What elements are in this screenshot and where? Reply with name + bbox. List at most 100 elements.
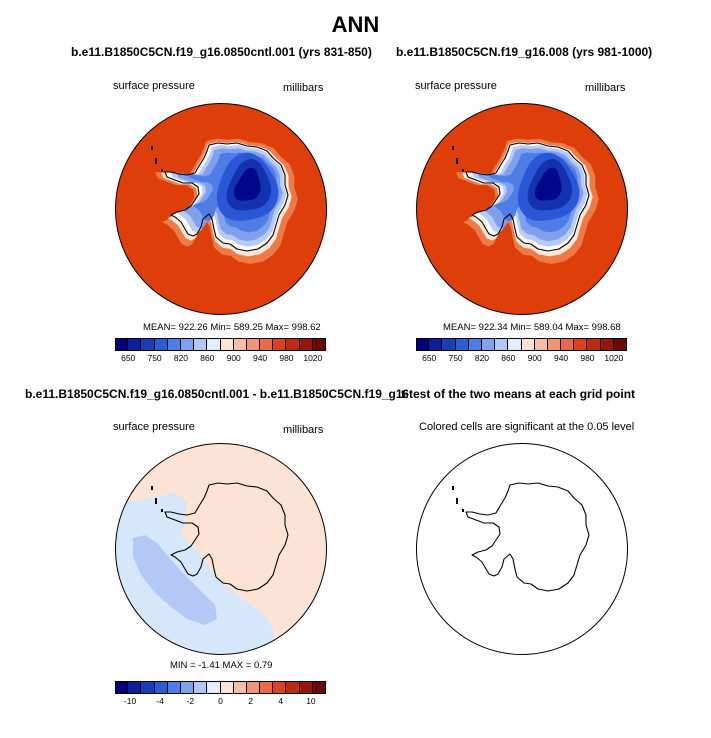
panel-1-stats: MEAN= 922.26 Min= 589.25 Max= 998.62 [143,322,321,333]
figure-title: ANN [331,12,380,37]
pressure-band-l6 [234,167,261,201]
colorbar-2-color-box [521,338,535,351]
colorbar-2-frame [416,338,627,351]
colorbar-3-color-box [194,681,208,694]
colorbar-2-color-box [442,338,456,351]
colorbar-1-color-box [167,338,181,351]
colorbar-2-color-box [587,338,601,351]
map-boundary [416,103,628,315]
colorbar-2-tick-label: 980 [580,353,595,363]
panel-2-map [416,103,628,315]
colorbar-3-color-box [220,681,234,694]
colorbar-2-tick-label: 860 [501,353,516,363]
diff-negative-core [133,535,217,625]
colorbar-1-color-box [115,338,129,351]
colorbar-3-frame [115,681,326,694]
colorbar-3-tick-label: 10 [306,696,316,706]
island-mark [161,509,163,512]
panel-2-units-label: millibars [585,82,626,94]
map-boundary [115,103,327,315]
colorbar-3-color-box [154,681,168,694]
colorbar-1-color-box [246,338,261,351]
colorbar-2-color-box [455,338,469,351]
colorbar-3-color-box [273,681,287,694]
colorbar-2-tick-label: 750 [448,353,463,363]
panel-3-title: b.e11.B1850C5CN.f19_g16.0850cntl.001 - b… [25,387,408,401]
island-mark [452,146,454,150]
panel-3-units-label: millibars [283,424,324,436]
colorbar-1-tick-label: 860 [200,353,215,363]
panel-4-subtitle: Colored cells are significant at the 0.0… [419,421,635,433]
colorbar-3-tick-label: 2 [248,696,254,706]
colorbar-1-frame [115,338,326,351]
colorbar-1-tick-label: 750 [147,353,162,363]
colorbar-3-tick-label: -2 [186,696,195,706]
colorbar-3-tick-label: 4 [278,696,284,706]
island-mark [151,146,153,150]
colorbar-2-color-box [600,338,614,351]
island-mark [456,158,458,164]
panel-4-map [416,443,628,655]
colorbar-1-color-box [141,338,155,351]
colorbar-3-tick-label: 0 [218,696,223,706]
colorbar-2-tick-label: 940 [553,353,569,363]
island-mark [151,486,153,490]
colorbar-1-tick-label: 980 [279,353,294,363]
colorbar-1-color-box [220,338,234,351]
colorbar-1-tick-label: 650 [121,353,136,363]
colorbar-3-color-box [299,681,313,694]
island-mark [161,169,163,172]
colorbar-2-color-box [495,338,509,351]
colorbar-2-tick-label: 1020 [604,353,624,363]
colorbar-3-color-box [246,681,261,694]
colorbar-1-tick-label: 900 [226,353,241,363]
colorbar-2-color-box [429,338,443,351]
colorbar-1-color-box [260,338,274,351]
colorbar-1-tick-label: 940 [252,353,268,363]
antarctica-coastline [164,482,289,592]
colorbar-3-color-box [180,681,195,694]
colorbar-1-color-box [207,338,221,351]
pressure-band-l6 [535,167,562,201]
island-mark [462,169,464,172]
colorbar-1-tick-label: 820 [173,353,189,363]
panel-1-map [115,103,327,315]
panel-2-variable-label: surface pressure [415,80,497,92]
colorbar-2-color-box [468,338,482,351]
map-fill-group [416,103,628,315]
colorbar-3-tick-label: -4 [156,696,164,706]
colorbar-1-color-box [180,338,195,351]
antarctica-coastline [164,142,289,252]
colorbar-1-color-box [128,338,142,351]
antarctica-coastline [465,482,590,592]
colorbar-3-tick-label: -10 [123,696,137,706]
colorbar-1-color-box [154,338,168,351]
colorbar-1-color-box [233,338,247,351]
panel-4-title: t-test of the two means at each grid poi… [401,387,636,401]
colorbar-2-color-box [481,338,496,351]
island-mark [456,498,458,504]
colorbar-2-color-box [508,338,522,351]
colorbar-2-color-box [561,338,575,351]
map-fill-group [115,443,327,655]
colorbar-3-color-box [167,681,181,694]
diff-negative-region [115,493,275,655]
panel-1-title: b.e11.B1850C5CN.f19_g16.0850cntl.001 (yr… [71,45,372,59]
colorbar-3-color-box [115,681,129,694]
panel-1-variable-label: surface pressure [113,80,195,92]
island-mark [155,498,157,504]
panel-3-stats: MIN = -1.41 MAX = 0.79 [170,660,273,671]
colorbar-3-color-box [233,681,247,694]
colorbar-2-color-box [547,338,562,351]
colorbar-3-color-box [260,681,274,694]
colorbar-2-tick-label: 900 [527,353,542,363]
colorbar-3-color-box [141,681,155,694]
map-fill-group [115,103,327,315]
colorbar-2-color-box [416,338,430,351]
island-mark [452,486,454,490]
panel-2-title: b.e11.B1850C5CN.f19_g16.008 (yrs 981-100… [396,45,653,59]
colorbar-2-tick-label: 650 [422,353,437,363]
map-boundary [416,443,628,655]
island-mark [155,158,157,164]
antarctica-coastline [465,142,590,252]
